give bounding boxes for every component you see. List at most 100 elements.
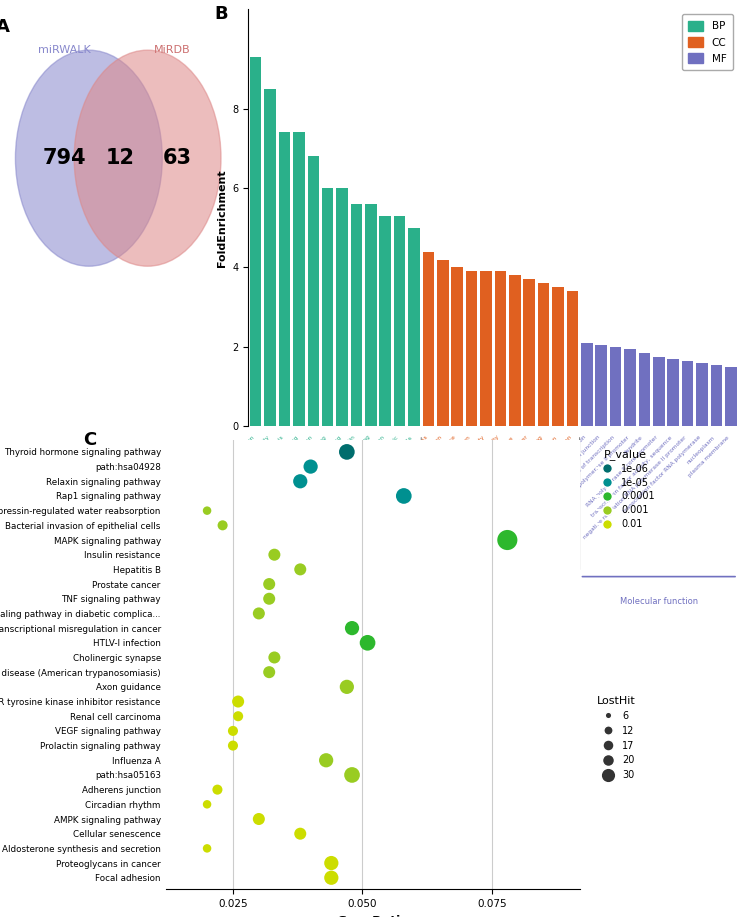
Text: regulation of protein binding: regulation of protein binding	[265, 435, 328, 498]
Bar	[452, 268, 463, 426]
Point	[346, 621, 358, 635]
Text: 12: 12	[106, 149, 135, 168]
Text: cellular response to calcium ion: cellular response to calcium ion	[402, 435, 471, 504]
Text: regulation of synaptic: regulation of synaptic	[351, 435, 400, 483]
Point	[346, 768, 358, 782]
Text: DNA methylation: DNA methylation	[274, 435, 313, 474]
Point	[398, 489, 410, 503]
Bar	[322, 188, 334, 426]
Point	[264, 665, 276, 679]
Text: nucleoplasm: nucleoplasm	[686, 435, 716, 465]
Text: protein domain specific binding: protein domain specific binding	[474, 435, 544, 503]
Point	[201, 841, 213, 856]
Text: transcription factor RNA polymerase: transcription factor RNA polymerase	[623, 435, 702, 514]
Text: rhythmic process: rhythmic process	[389, 435, 428, 474]
Text: regulation of transcription: regulation of transcription	[529, 435, 587, 492]
Text: regulation of transcription factor binding: regulation of transcription factor bindi…	[211, 435, 299, 523]
Text: Molecular function: Molecular function	[620, 598, 698, 606]
Text: axon: axon	[544, 435, 558, 448]
Text: synapse: synapse	[494, 435, 515, 456]
Bar	[552, 287, 564, 426]
Text: regulation of synaptic vesicle exocytosis: regulation of synaptic vesicle exocytosi…	[197, 435, 285, 523]
Text: positive regulation of type I interferon: positive regulation of type I interferon	[172, 435, 256, 518]
Text: miRWALK: miRWALK	[38, 45, 90, 55]
Ellipse shape	[15, 50, 163, 266]
Point	[268, 547, 280, 562]
Point	[268, 650, 280, 665]
Point	[201, 503, 213, 518]
Ellipse shape	[74, 50, 221, 266]
Point	[341, 445, 353, 459]
Bar	[681, 360, 694, 426]
Point	[361, 635, 373, 650]
Point	[294, 474, 306, 489]
Point	[201, 797, 213, 812]
Point	[264, 577, 276, 591]
Text: transcription factor activity, sequence: transcription factor activity, sequence	[590, 435, 673, 518]
Bar	[365, 204, 376, 426]
Text: postsynaptic density: postsynaptic density	[454, 435, 501, 481]
Text: Cellular component: Cellular component	[459, 598, 541, 606]
Point	[294, 826, 306, 841]
Bar	[422, 251, 434, 426]
Text: RNA polymerase II promoter: RNA polymerase II promoter	[567, 435, 630, 498]
Text: A: A	[0, 18, 10, 36]
Bar	[437, 260, 449, 426]
Point	[232, 694, 244, 709]
Text: plasma membrane: plasma membrane	[687, 435, 730, 478]
Point	[294, 562, 306, 577]
Bar	[624, 348, 636, 426]
Point	[325, 856, 337, 870]
Text: 794: 794	[42, 149, 86, 168]
Text: B: B	[214, 5, 228, 23]
Point	[501, 533, 514, 547]
Bar	[566, 292, 578, 426]
Point	[253, 812, 265, 826]
Bar	[725, 367, 736, 426]
Text: repressing transcription: repressing transcription	[332, 435, 386, 488]
Text: RNA polymerase II distal enhancer sequence: RNA polymerase II distal enhancer sequen…	[360, 435, 457, 532]
Bar	[596, 345, 607, 426]
Text: RNA polymerase II core promoter: RNA polymerase II core promoter	[456, 435, 529, 508]
Text: nuclear heterochromatin: nuclear heterochromatin	[301, 435, 356, 490]
Text: dendrite: dendrite	[623, 435, 645, 456]
Bar	[711, 365, 722, 426]
Bar	[337, 188, 348, 426]
Bar	[610, 347, 621, 426]
Point	[212, 782, 224, 797]
Legend: BP, CC, MF: BP, CC, MF	[681, 15, 733, 70]
Point	[227, 738, 239, 753]
Text: MiRDB: MiRDB	[154, 45, 191, 55]
Text: terminal bouton: terminal bouton	[406, 435, 443, 471]
Point	[253, 606, 265, 621]
Text: hydrogen:amino acid symporter activity: hydrogen:amino acid symporter activity	[183, 435, 270, 522]
Legend: 6, 12, 17, 20, 30: 6, 12, 17, 20, 30	[593, 692, 639, 784]
Point	[325, 870, 337, 885]
Bar	[581, 343, 593, 426]
Point	[304, 459, 317, 474]
Point	[341, 679, 353, 694]
Point	[264, 591, 276, 606]
Point	[232, 709, 244, 724]
Bar	[509, 275, 520, 426]
Point	[320, 753, 332, 768]
Bar	[307, 156, 319, 426]
Text: 63: 63	[163, 149, 191, 168]
X-axis label: GeneRatio: GeneRatio	[337, 915, 409, 917]
Point	[227, 724, 239, 738]
Bar	[250, 57, 261, 426]
Bar	[523, 280, 535, 426]
Bar	[394, 215, 405, 426]
Text: negative regulation of transcription: negative regulation of transcription	[538, 435, 615, 512]
Text: bHLH transcription factor binding: bHLH transcription factor binding	[298, 435, 370, 507]
Bar	[538, 283, 550, 426]
Text: caveola: caveola	[395, 435, 414, 455]
Text: ubiquitin protein ligase activity: ubiquitin protein ligase activity	[418, 435, 486, 503]
Bar	[351, 204, 362, 426]
Bar	[697, 363, 708, 426]
Text: cell junction: cell junction	[572, 435, 601, 463]
Text: negative regulation of transcription: negative regulation of transcription	[495, 435, 572, 512]
Point	[217, 518, 229, 533]
Text: negative regulation RNA polymerase II promoter: negative regulation RNA polymerase II pr…	[583, 435, 687, 540]
Bar	[408, 227, 419, 426]
